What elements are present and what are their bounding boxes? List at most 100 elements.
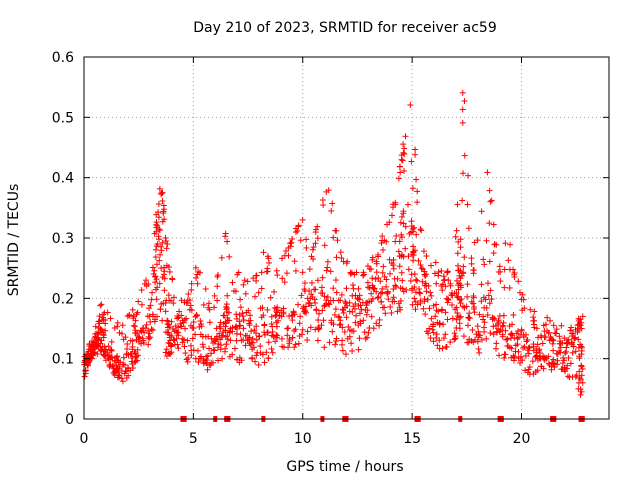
data-point xyxy=(162,349,169,356)
data-point xyxy=(260,312,267,319)
data-point xyxy=(550,322,557,329)
data-point xyxy=(152,273,159,280)
data-point xyxy=(413,231,420,238)
data-point xyxy=(107,315,114,322)
data-point xyxy=(168,318,175,325)
data-point xyxy=(324,294,331,301)
data-point xyxy=(342,351,349,358)
data-point xyxy=(147,334,154,341)
data-point xyxy=(461,97,468,104)
data-point xyxy=(339,347,346,354)
data-point xyxy=(206,319,213,326)
data-point xyxy=(324,264,331,271)
data-point xyxy=(273,323,280,330)
data-point xyxy=(381,304,388,311)
data-point xyxy=(226,329,233,336)
data-point xyxy=(190,325,197,332)
data-point xyxy=(418,265,425,272)
data-point xyxy=(226,317,233,324)
data-point xyxy=(84,362,91,369)
data-point xyxy=(281,279,288,286)
data-point xyxy=(495,317,502,324)
data-point xyxy=(540,322,547,329)
data-point xyxy=(578,351,585,358)
data-point xyxy=(268,345,275,352)
data-point xyxy=(455,293,462,300)
data-point xyxy=(175,329,182,336)
data-point xyxy=(400,208,407,215)
data-point xyxy=(525,366,532,373)
data-point xyxy=(480,294,487,301)
y-tick-label: 0.6 xyxy=(52,50,74,66)
data-point xyxy=(405,266,412,273)
data-point xyxy=(346,299,353,306)
data-point xyxy=(319,307,326,314)
data-point xyxy=(501,266,508,273)
data-point xyxy=(223,306,230,313)
data-point xyxy=(159,218,166,225)
data-point xyxy=(214,273,221,280)
data-point xyxy=(373,288,380,295)
data-point xyxy=(532,368,539,375)
data-point xyxy=(445,277,452,284)
data-point xyxy=(97,302,104,309)
data-point xyxy=(97,325,104,332)
data-point xyxy=(156,226,163,233)
data-point xyxy=(287,240,294,247)
data-point xyxy=(444,296,451,303)
data-point xyxy=(524,336,531,343)
data-point xyxy=(253,330,260,337)
data-point xyxy=(435,268,442,275)
data-point xyxy=(488,296,495,303)
data-point xyxy=(433,301,440,308)
data-point xyxy=(98,301,105,308)
data-point xyxy=(438,307,445,314)
data-point xyxy=(154,241,161,248)
data-point xyxy=(465,225,472,232)
data-point xyxy=(382,310,389,317)
data-point xyxy=(485,292,492,299)
data-point xyxy=(155,233,162,240)
data-point xyxy=(169,275,176,282)
data-point xyxy=(423,288,430,295)
data-point xyxy=(363,302,370,309)
data-point xyxy=(161,271,168,278)
data-point xyxy=(185,355,192,362)
data-point xyxy=(399,277,406,284)
data-point xyxy=(329,200,336,207)
data-point xyxy=(240,317,247,324)
data-point xyxy=(355,285,362,292)
data-point xyxy=(417,290,424,297)
data-point xyxy=(390,265,397,272)
data-point xyxy=(134,330,141,337)
data-point xyxy=(540,365,547,372)
data-point xyxy=(156,185,163,192)
data-point xyxy=(470,294,477,301)
data-point xyxy=(396,304,403,311)
data-point xyxy=(335,313,342,320)
data-point xyxy=(275,317,282,324)
data-point xyxy=(208,359,215,366)
data-point xyxy=(347,269,354,276)
data-point xyxy=(295,340,302,347)
data-point xyxy=(211,304,218,311)
data-point xyxy=(178,323,185,330)
data-point xyxy=(476,311,483,318)
data-point xyxy=(579,313,586,320)
data-point xyxy=(114,319,121,326)
data-point xyxy=(486,187,493,194)
data-point xyxy=(234,271,241,278)
data-point xyxy=(377,290,384,297)
data-point xyxy=(530,314,537,321)
data-point xyxy=(169,325,176,332)
data-point xyxy=(409,228,416,235)
data-point xyxy=(318,284,325,291)
data-point xyxy=(205,300,212,307)
data-point xyxy=(353,269,360,276)
data-point xyxy=(96,313,103,320)
data-point xyxy=(139,335,146,342)
data-point xyxy=(452,335,459,342)
data-point xyxy=(263,349,270,356)
data-point xyxy=(256,333,263,340)
